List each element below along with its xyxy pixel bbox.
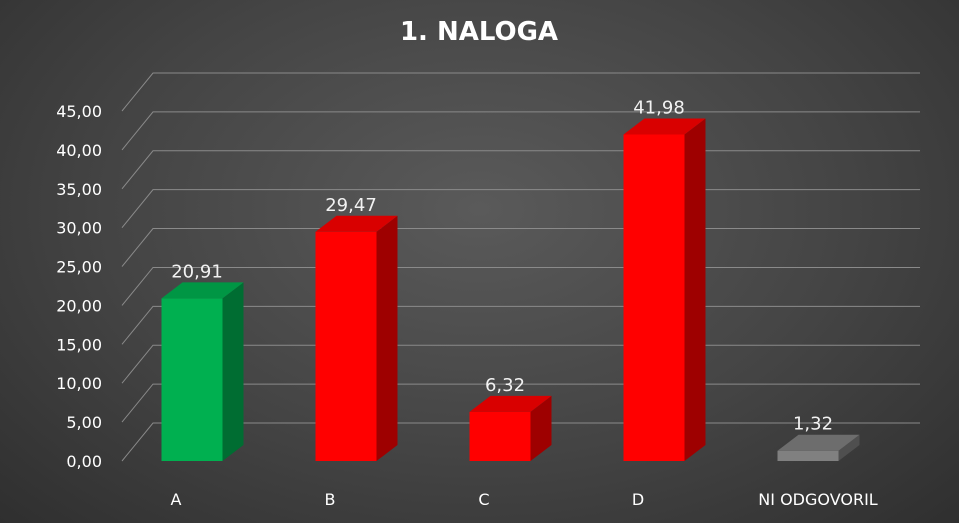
gridline bbox=[121, 228, 920, 267]
gridline bbox=[121, 111, 920, 151]
x-axis-category-labels: A B C D NI ODGOVORIL bbox=[171, 490, 878, 509]
gridlines bbox=[121, 72, 920, 462]
bar bbox=[469, 395, 552, 461]
y-tick-label: 5,00 bbox=[66, 413, 102, 432]
y-axis-tick-labels: 0,00 5,00 10,00 15,00 20,00 25,00 30,00 35,00 40… bbox=[56, 102, 102, 471]
y-tick-label: 0,00 bbox=[66, 452, 102, 471]
bar bbox=[161, 282, 244, 461]
category-label: C bbox=[478, 490, 489, 509]
category-label: B bbox=[325, 490, 336, 509]
bar bbox=[623, 118, 706, 461]
chart-title: 1. NALOGA bbox=[400, 17, 558, 47]
y-tick-label: 30,00 bbox=[56, 219, 102, 238]
y-tick-label: 10,00 bbox=[56, 374, 102, 393]
y-tick-label: 15,00 bbox=[56, 335, 102, 354]
gridline bbox=[121, 72, 920, 112]
category-label: D bbox=[632, 490, 644, 509]
bars bbox=[161, 118, 860, 461]
data-labels: 20,91 29,47 6,32 41,98 1,32 bbox=[171, 97, 833, 434]
gridline bbox=[121, 189, 920, 228]
y-tick-label: 20,00 bbox=[56, 296, 102, 315]
bar bbox=[315, 215, 398, 461]
y-tick-label: 45,00 bbox=[56, 102, 102, 121]
category-label: NI ODGOVORIL bbox=[758, 490, 877, 509]
data-label: 41,98 bbox=[633, 97, 685, 118]
data-label: 29,47 bbox=[325, 195, 377, 216]
data-label: 20,91 bbox=[171, 261, 223, 282]
gridline bbox=[121, 150, 920, 190]
data-label: 6,32 bbox=[485, 375, 525, 396]
y-tick-label: 35,00 bbox=[56, 180, 102, 199]
y-tick-label: 40,00 bbox=[56, 141, 102, 160]
y-tick-label: 25,00 bbox=[56, 258, 102, 277]
bar bbox=[777, 434, 860, 461]
data-label: 1,32 bbox=[793, 414, 833, 435]
category-label: A bbox=[171, 490, 182, 509]
